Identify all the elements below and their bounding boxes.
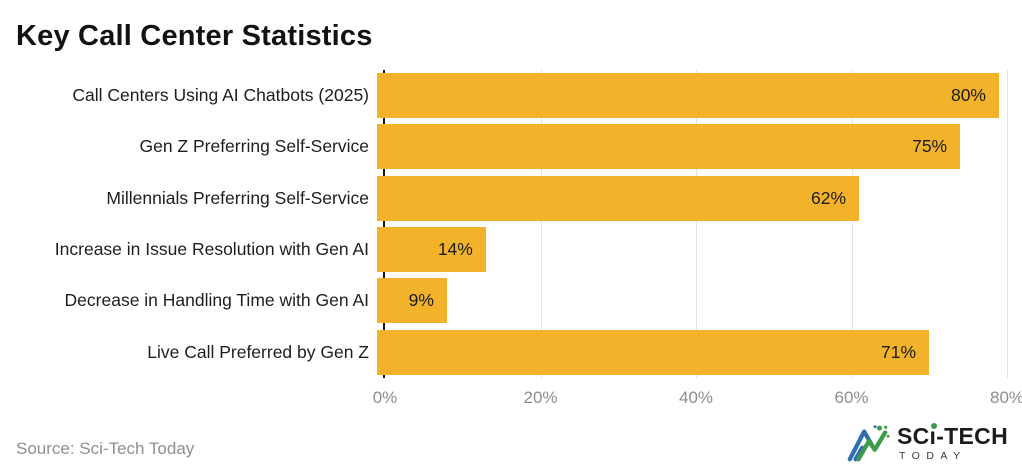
bar-label: Gen Z Preferring Self-Service xyxy=(139,136,369,157)
logo-i-dot: ı xyxy=(929,422,937,449)
bar-value: 9% xyxy=(408,290,434,311)
bar-row: Increase in Issue Resolution with Gen AI… xyxy=(0,224,1007,275)
x-tick-label: 60% xyxy=(834,388,869,407)
bar-row: Decrease in Handling Time with Gen AI 9% xyxy=(0,275,1007,326)
x-tick-label: 20% xyxy=(523,388,558,407)
y-axis-line xyxy=(383,70,385,378)
chart-title: Key Call Center Statistics xyxy=(16,20,373,52)
bar-track: 14% xyxy=(377,227,999,273)
bar-row: Gen Z Preferring Self-Service 75% xyxy=(0,121,1007,172)
bar-label: Millennials Preferring Self-Service xyxy=(106,187,369,208)
bar-track: 71% xyxy=(377,329,999,375)
logo-subtitle: TODAY xyxy=(898,450,967,463)
bar-row: Call Centers Using AI Chatbots (2025) 80… xyxy=(0,70,1007,121)
bar-track: 80% xyxy=(377,73,999,119)
logo: SCı-TECH TODAY xyxy=(846,423,1008,463)
x-ticks: 0% 20% 40% 60% 80% xyxy=(373,388,1022,410)
bar: 71% xyxy=(377,329,930,375)
x-tick-label: 0% xyxy=(372,388,398,407)
x-tick-label: 80% xyxy=(989,388,1022,407)
bar-label: Call Centers Using AI Chatbots (2025) xyxy=(72,85,369,106)
logo-wordmark: SCı-TECH xyxy=(896,422,1008,449)
gridlines xyxy=(385,70,1008,378)
bar: 75% xyxy=(377,124,961,170)
bar: 9% xyxy=(377,278,447,324)
logo-text-block: SCı-TECH TODAY xyxy=(897,424,1008,462)
bar: 62% xyxy=(377,175,860,221)
x-tick-label: 40% xyxy=(678,388,714,407)
bar-value: 80% xyxy=(950,85,986,106)
bar-track: 62% xyxy=(377,175,999,221)
source-note: Source: Sci-Tech Today xyxy=(16,439,195,458)
bar-rows: Call Centers Using AI Chatbots (2025) 80… xyxy=(0,70,1007,378)
bar-label: Decrease in Handling Time with Gen AI xyxy=(64,290,369,311)
sci-tech-today-logo-icon xyxy=(847,425,890,462)
bar-track: 9% xyxy=(377,278,999,324)
bar-value: 71% xyxy=(880,341,917,362)
bar-label: Increase in Issue Resolution with Gen AI xyxy=(54,239,369,260)
gridline xyxy=(851,70,853,378)
bar: 80% xyxy=(377,73,999,119)
bar-value: 62% xyxy=(811,187,847,208)
gridline xyxy=(540,70,542,378)
bar-value: 75% xyxy=(912,136,948,157)
gridline xyxy=(1007,70,1008,378)
bar-row: Millennials Preferring Self-Service 62% xyxy=(0,173,1007,224)
bar-track: 75% xyxy=(377,124,999,170)
bar-label: Live Call Preferred by Gen Z xyxy=(147,341,369,362)
bar: 14% xyxy=(377,227,486,273)
gridline xyxy=(696,70,697,378)
bar-value: 14% xyxy=(437,239,473,260)
bar-row: Live Call Preferred by Gen Z 71% xyxy=(0,327,1007,378)
